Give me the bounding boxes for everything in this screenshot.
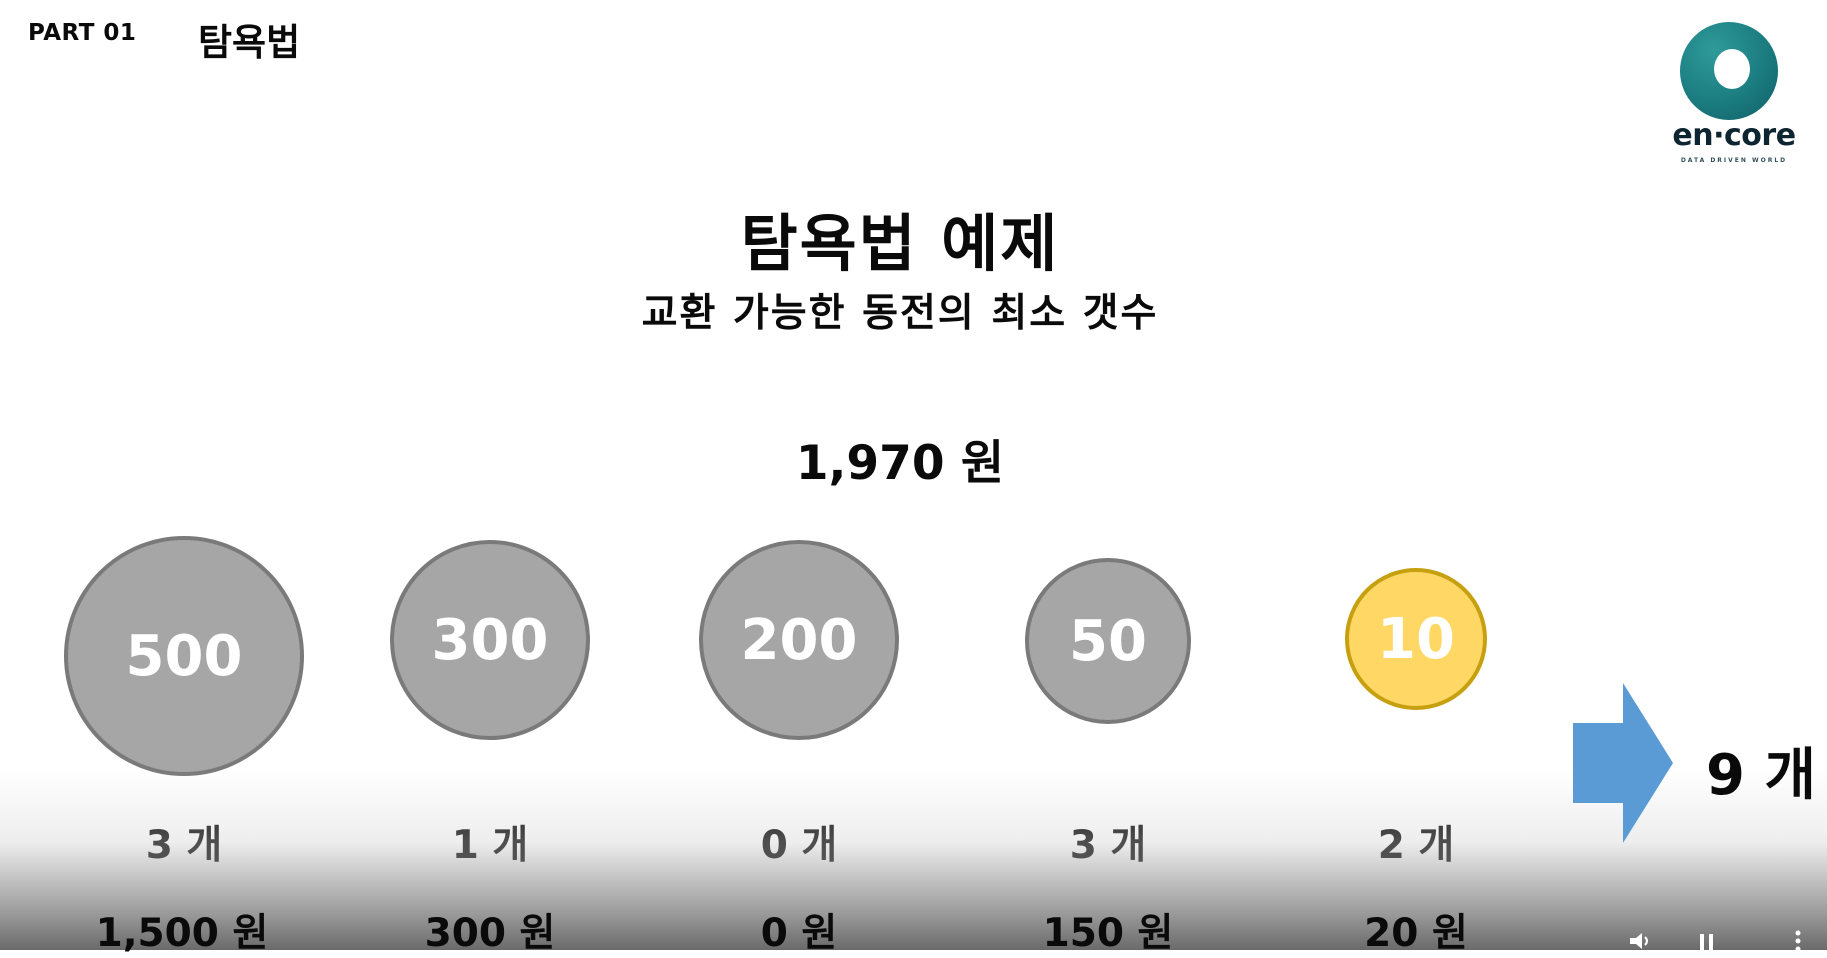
coin-500: 500 [64, 536, 304, 776]
coin-sum-300: 300 원 [424, 911, 556, 956]
logo-wordmark: en·core [1672, 118, 1796, 153]
total-count: 9 개 [1706, 743, 1816, 808]
coin-label: 50 [1069, 608, 1147, 674]
coin-sum-500: 1,500 원 [95, 911, 269, 956]
coin-count-50: 3 개 [1069, 823, 1147, 868]
coin-sum-200: 0 원 [760, 911, 838, 956]
pause-icon[interactable] [1700, 934, 1714, 950]
coin-200: 200 [699, 540, 899, 740]
logo-ring-icon [1680, 22, 1778, 120]
coin-300: 300 [390, 540, 590, 740]
volume-icon[interactable] [1630, 932, 1654, 950]
coin-label: 10 [1377, 606, 1455, 672]
coin-count-500: 3 개 [145, 823, 223, 868]
coin-label: 200 [740, 607, 858, 673]
part-label: PART 01 [28, 20, 137, 46]
coin-label: 300 [431, 607, 549, 673]
coin-50: 50 [1025, 558, 1191, 724]
logo-tagline: DATA DRIVEN WORLD [1680, 157, 1788, 164]
more-icon[interactable] [1795, 930, 1801, 950]
coin-label: 500 [125, 623, 243, 689]
coin-sum-10: 20 원 [1364, 911, 1468, 956]
logo-ring-hole [1714, 49, 1750, 89]
slide-title: 탐욕법 예제 [740, 207, 1060, 280]
coin-sum-50: 150 원 [1042, 911, 1174, 956]
coin-count-300: 1 개 [451, 823, 529, 868]
target-amount: 1,970 원 [795, 436, 1005, 491]
coin-count-10: 2 개 [1377, 823, 1455, 868]
coin-10: 10 [1345, 568, 1487, 710]
coin-count-200: 0 개 [760, 823, 838, 868]
slide-subtitle: 교환 가능한 동전의 최소 갯수 [641, 291, 1159, 336]
section-title: 탐욕법 [198, 21, 301, 64]
result-arrow-icon [1573, 683, 1673, 843]
encore-logo: en·core DATA DRIVEN WORLD [1664, 18, 1804, 168]
